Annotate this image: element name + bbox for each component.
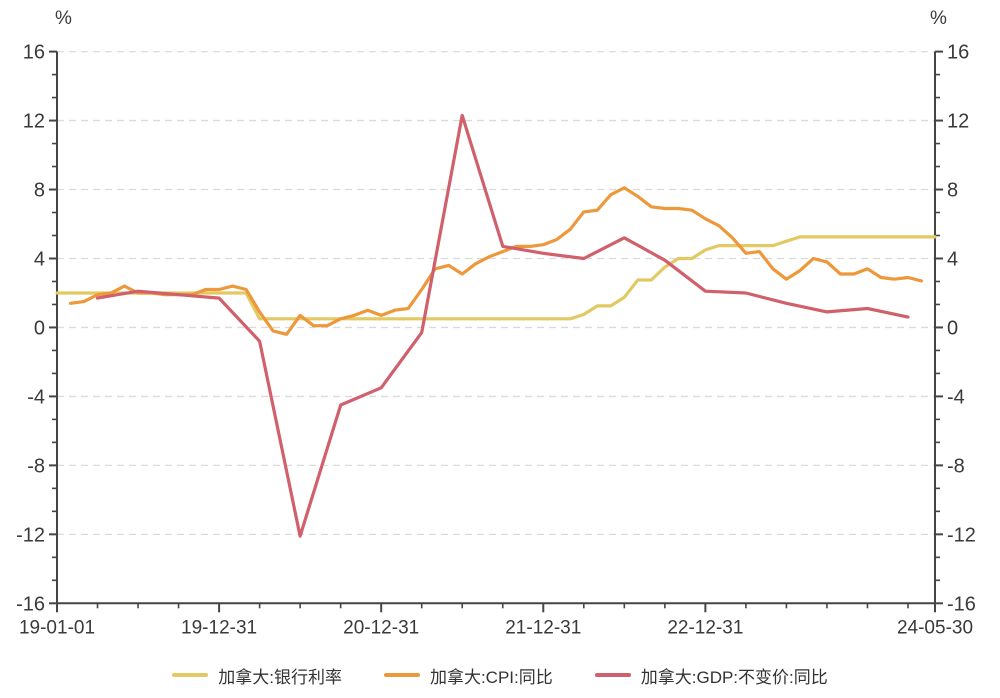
legend-swatch-gdp-icon bbox=[594, 673, 631, 677]
y-axis-unit-right: % bbox=[930, 8, 947, 29]
svg-text:-16: -16 bbox=[947, 593, 976, 615]
svg-text:0: 0 bbox=[947, 317, 958, 339]
svg-text:-16: -16 bbox=[16, 593, 45, 615]
svg-text:12: 12 bbox=[23, 111, 45, 133]
svg-text:-8: -8 bbox=[947, 455, 965, 477]
legend-item-cpi: 加拿大:CPI:同比 bbox=[383, 663, 553, 688]
svg-text:8: 8 bbox=[947, 180, 958, 202]
svg-text:16: 16 bbox=[23, 42, 45, 64]
legend-label-bank-rate: 加拿大:银行利率 bbox=[218, 667, 342, 687]
legend-swatch-bank-rate-icon bbox=[172, 673, 209, 677]
legend-label-gdp: 加拿大:GDP:不变价:同比 bbox=[640, 667, 828, 687]
svg-text:12: 12 bbox=[947, 111, 969, 133]
svg-text:24-05-30: 24-05-30 bbox=[897, 617, 973, 638]
svg-text:4: 4 bbox=[34, 248, 45, 270]
svg-text:-4: -4 bbox=[947, 386, 965, 408]
svg-text:8: 8 bbox=[34, 180, 45, 202]
svg-text:-12: -12 bbox=[16, 524, 45, 546]
svg-text:22-12-31: 22-12-31 bbox=[667, 617, 743, 638]
svg-text:16: 16 bbox=[947, 42, 969, 64]
legend: 加拿大:银行利率 加拿大:CPI:同比 加拿大:GDP:不变价:同比 bbox=[0, 658, 1000, 692]
legend-label-cpi: 加拿大:CPI:同比 bbox=[429, 667, 553, 687]
legend-swatch-cpi-icon bbox=[383, 673, 420, 677]
svg-text:-4: -4 bbox=[27, 386, 45, 408]
legend-item-bank-rate: 加拿大:银行利率 bbox=[172, 663, 342, 688]
svg-text:21-12-31: 21-12-31 bbox=[505, 617, 581, 638]
svg-text:-8: -8 bbox=[27, 455, 45, 477]
svg-text:4: 4 bbox=[947, 248, 958, 270]
svg-text:19-01-01: 19-01-01 bbox=[19, 617, 95, 638]
y-axis-unit-left: % bbox=[55, 8, 72, 29]
legend-item-gdp: 加拿大:GDP:不变价:同比 bbox=[594, 663, 828, 688]
svg-text:0: 0 bbox=[34, 317, 45, 339]
svg-text:20-12-31: 20-12-31 bbox=[343, 617, 419, 638]
svg-text:19-12-31: 19-12-31 bbox=[181, 617, 257, 638]
svg-text:-12: -12 bbox=[947, 524, 976, 546]
